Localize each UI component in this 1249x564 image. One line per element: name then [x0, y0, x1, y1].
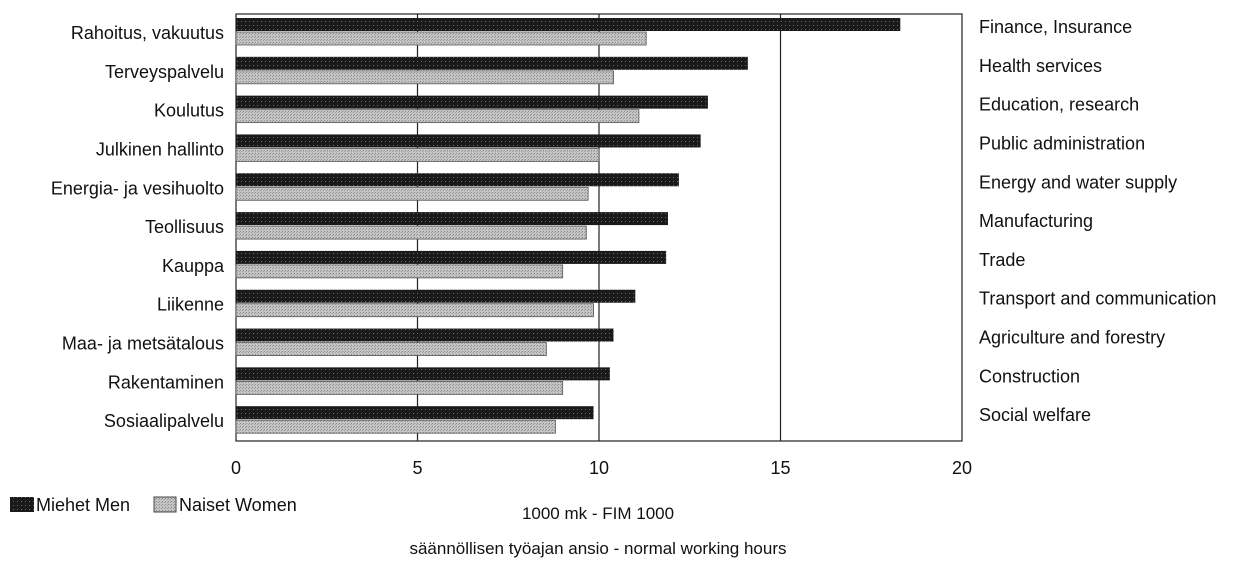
category-label-fi-2: Koulutus [154, 101, 224, 121]
category-label-fi-10: Sosiaalipalvelu [104, 411, 224, 431]
bar-men-6 [236, 250, 667, 264]
x-axis-label: 1000 mk - FIM 1000 [522, 504, 674, 523]
category-label-en-3: Public administration [979, 133, 1145, 153]
category-label-en-5: Manufacturing [979, 211, 1093, 231]
category-label-en-6: Trade [979, 250, 1025, 270]
plot-area: 0 5 10 15 20 Rahoitus, vakuutus Finance, Insur… [51, 13, 1216, 478]
category-label-en-9: Construction [979, 366, 1080, 386]
bar-men-8 [236, 328, 614, 342]
x-tick-label-0: 0 [231, 458, 241, 478]
chart-subtitle: säännöllisen työajan ansio - normal work… [409, 539, 786, 558]
category-label-fi-4: Energia- ja vesihuolto [51, 178, 224, 198]
bar-women-2 [235, 109, 640, 124]
category-label-en-2: Education, research [979, 95, 1139, 115]
bar-men-5 [236, 212, 668, 226]
category-label-en-10: Social welfare [979, 405, 1091, 425]
legend-label-men: Miehet Men [36, 495, 130, 515]
category-label-fi-3: Julkinen hallinto [96, 139, 224, 159]
bar-men-0 [236, 18, 901, 31]
bar-women-6 [235, 264, 564, 279]
bar-women-8 [235, 342, 547, 356]
bar-women-3 [235, 148, 600, 162]
legend-swatch-men [10, 497, 34, 512]
category-label-en-0: Finance, Insurance [979, 17, 1132, 37]
bar-men-3 [236, 134, 701, 148]
bar-women-7 [235, 303, 594, 318]
legend-label-women: Naiset Women [179, 495, 297, 515]
category-label-fi-6: Kauppa [162, 256, 225, 276]
bar-men-10 [236, 406, 594, 420]
bar-men-4 [236, 173, 679, 187]
x-tick-label-2: 10 [589, 458, 609, 478]
category-label-en-1: Health services [979, 56, 1102, 76]
bar-men-2 [236, 95, 708, 109]
bar-women-1 [235, 70, 614, 85]
category-label-fi-9: Rakentaminen [108, 372, 224, 392]
category-label-fi-8: Maa- ja metsätalous [62, 334, 224, 354]
x-tick-label-3: 15 [770, 458, 790, 478]
bar-men-7 [236, 289, 636, 303]
bar-women-4 [235, 186, 589, 201]
category-label-fi-1: Terveyspalvelu [105, 62, 224, 82]
category-label-en-7: Transport and communication [979, 289, 1216, 309]
x-tick-label-4: 20 [952, 458, 972, 478]
category-label-en-8: Agriculture and forestry [979, 328, 1165, 348]
category-label-fi-7: Liikenne [157, 295, 224, 315]
legend-swatch-women [153, 496, 177, 513]
bar-women-10 [235, 419, 556, 434]
x-tick-label-1: 5 [412, 458, 422, 478]
bar-women-5 [235, 225, 587, 240]
bar-men-9 [236, 367, 610, 381]
bar-women-0 [235, 31, 647, 46]
category-label-fi-0: Rahoitus, vakuutus [71, 23, 224, 43]
category-label-fi-5: Teollisuus [145, 217, 224, 237]
bar-women-9 [235, 380, 564, 395]
legend: Miehet Men Naiset Women [10, 495, 297, 515]
bar-men-1 [236, 56, 748, 70]
category-label-en-4: Energy and water supply [979, 172, 1177, 192]
